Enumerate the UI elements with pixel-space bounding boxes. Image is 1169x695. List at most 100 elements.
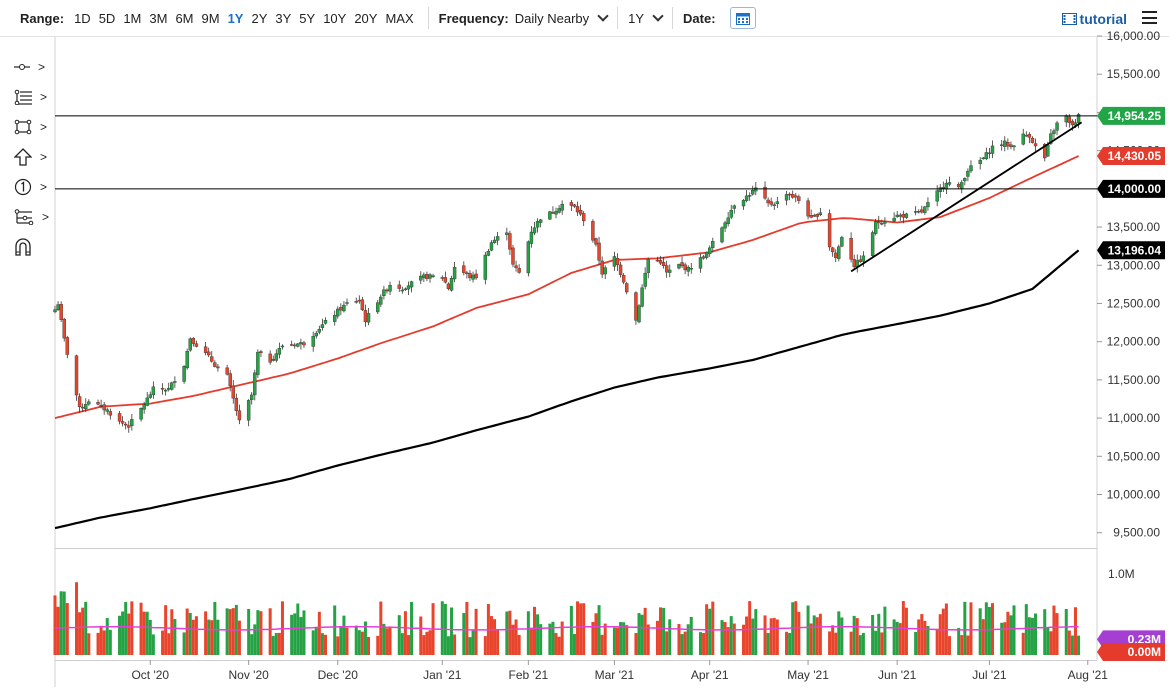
- number-marker-tool[interactable]: >: [14, 176, 50, 198]
- volume-bar: [883, 606, 887, 655]
- rectangle-tool[interactable]: >: [14, 116, 50, 138]
- volume-bar: [662, 607, 666, 655]
- volume-bar: [320, 633, 324, 655]
- candle-body: [428, 274, 432, 279]
- volume-bar: [643, 607, 647, 655]
- price-tick-label: 15,500.00: [1107, 67, 1161, 81]
- range-button-9m[interactable]: 9M: [201, 10, 220, 26]
- candle-body: [185, 351, 189, 369]
- range-button-6m[interactable]: 6M: [175, 10, 194, 26]
- volume-bar: [978, 608, 982, 655]
- candle-body: [225, 367, 229, 375]
- price-tick-label: 12,000.00: [1107, 335, 1161, 349]
- volume-bar: [385, 628, 389, 655]
- candle-body: [870, 232, 875, 256]
- volume-bar: [1052, 605, 1056, 655]
- volume-bar: [754, 609, 758, 655]
- frequency-dropdown[interactable]: Daily Nearby: [515, 10, 609, 26]
- candle-body: [668, 269, 672, 273]
- candle-body: [581, 213, 586, 222]
- range-button-3y[interactable]: 3Y: [275, 10, 292, 26]
- range-button-2y[interactable]: 2Y: [251, 10, 268, 26]
- candle-body: [1055, 122, 1059, 131]
- volume-tick-label: 1.0M: [1108, 567, 1135, 581]
- volume-bar: [191, 619, 195, 655]
- range-button-1d[interactable]: 1D: [74, 10, 91, 26]
- range-button-1y[interactable]: 1Y: [227, 10, 244, 26]
- volume-bar: [880, 632, 884, 655]
- candle-body: [877, 221, 881, 224]
- candle-body: [80, 406, 85, 409]
- calendar-button[interactable]: [729, 7, 756, 29]
- candle-body: [794, 195, 798, 198]
- volume-bar: [536, 614, 540, 655]
- volume-bar: [237, 620, 241, 655]
- candle-body: [492, 239, 497, 243]
- range-button-5y[interactable]: 5Y: [299, 10, 316, 26]
- volume-bar: [742, 624, 746, 655]
- candle-body: [65, 337, 69, 355]
- range-button-max[interactable]: MAX: [385, 10, 414, 26]
- volume-bar: [668, 619, 672, 655]
- volume-bar: [419, 616, 423, 655]
- volume-bar: [576, 601, 580, 655]
- time-tick-label: Mar '21: [595, 668, 635, 682]
- hamburger-menu-icon[interactable]: [1142, 11, 1157, 24]
- candle-body: [926, 202, 930, 208]
- volume-bar: [766, 633, 770, 655]
- candle-body: [852, 259, 856, 267]
- arrow-tool[interactable]: >: [14, 146, 50, 168]
- volume-bar: [345, 627, 349, 655]
- candle-body: [74, 355, 79, 396]
- volume-bar: [1049, 631, 1053, 655]
- fibonacci-tool[interactable]: >: [14, 86, 50, 108]
- range-button-5d[interactable]: 5D: [98, 10, 116, 26]
- tutorial-link[interactable]: tutorial: [1061, 11, 1127, 27]
- volume-bar: [1034, 613, 1038, 655]
- time-tick-label: May '21: [787, 668, 829, 682]
- candle-body: [77, 396, 82, 407]
- volume-bar: [772, 617, 776, 655]
- volume-bar: [938, 614, 942, 655]
- candle-body: [250, 394, 254, 400]
- volume-bar: [1077, 635, 1081, 655]
- period-dropdown[interactable]: 1Y: [628, 10, 664, 26]
- candle-body: [732, 205, 736, 209]
- range-button-3m[interactable]: 3M: [149, 10, 168, 26]
- candle-body: [228, 373, 232, 386]
- time-tick-label: Jun '21: [878, 668, 917, 682]
- volume-bar: [489, 616, 493, 655]
- arrow-up-tool-icon: [14, 148, 32, 166]
- candle-body: [99, 404, 103, 407]
- candle-body: [1024, 135, 1029, 137]
- pattern-tool[interactable]: >: [14, 206, 50, 228]
- magnet-tool[interactable]: [14, 236, 50, 258]
- volume-bar: [259, 611, 263, 655]
- volume-bar: [274, 633, 278, 655]
- volume-bar: [173, 619, 177, 655]
- range-button-1m[interactable]: 1M: [123, 10, 142, 26]
- crosshair-tool[interactable]: >: [14, 56, 50, 78]
- volume-bar: [1009, 615, 1013, 655]
- candle-body: [296, 343, 300, 347]
- volume-bar: [486, 604, 490, 655]
- candle-body: [462, 265, 466, 273]
- time-tick-label: Nov '20: [228, 668, 269, 682]
- volume-bar: [944, 603, 948, 655]
- volume-bar: [659, 607, 663, 655]
- candle-body: [188, 338, 192, 351]
- chevron-right-icon: >: [40, 120, 48, 134]
- toolbar-divider: [427, 7, 429, 29]
- candle-body: [277, 348, 282, 355]
- volume-bar: [87, 633, 91, 655]
- candle-body: [311, 335, 315, 347]
- range-button-10y[interactable]: 10Y: [323, 10, 347, 26]
- volume-bar: [204, 611, 208, 655]
- moving-averages: [54, 155, 1080, 530]
- candle-body: [840, 237, 844, 247]
- volume-bar: [582, 603, 586, 655]
- volume-bar: [376, 635, 380, 655]
- candle-body: [274, 353, 279, 361]
- range-button-20y[interactable]: 20Y: [354, 10, 378, 26]
- candle-body: [148, 394, 152, 398]
